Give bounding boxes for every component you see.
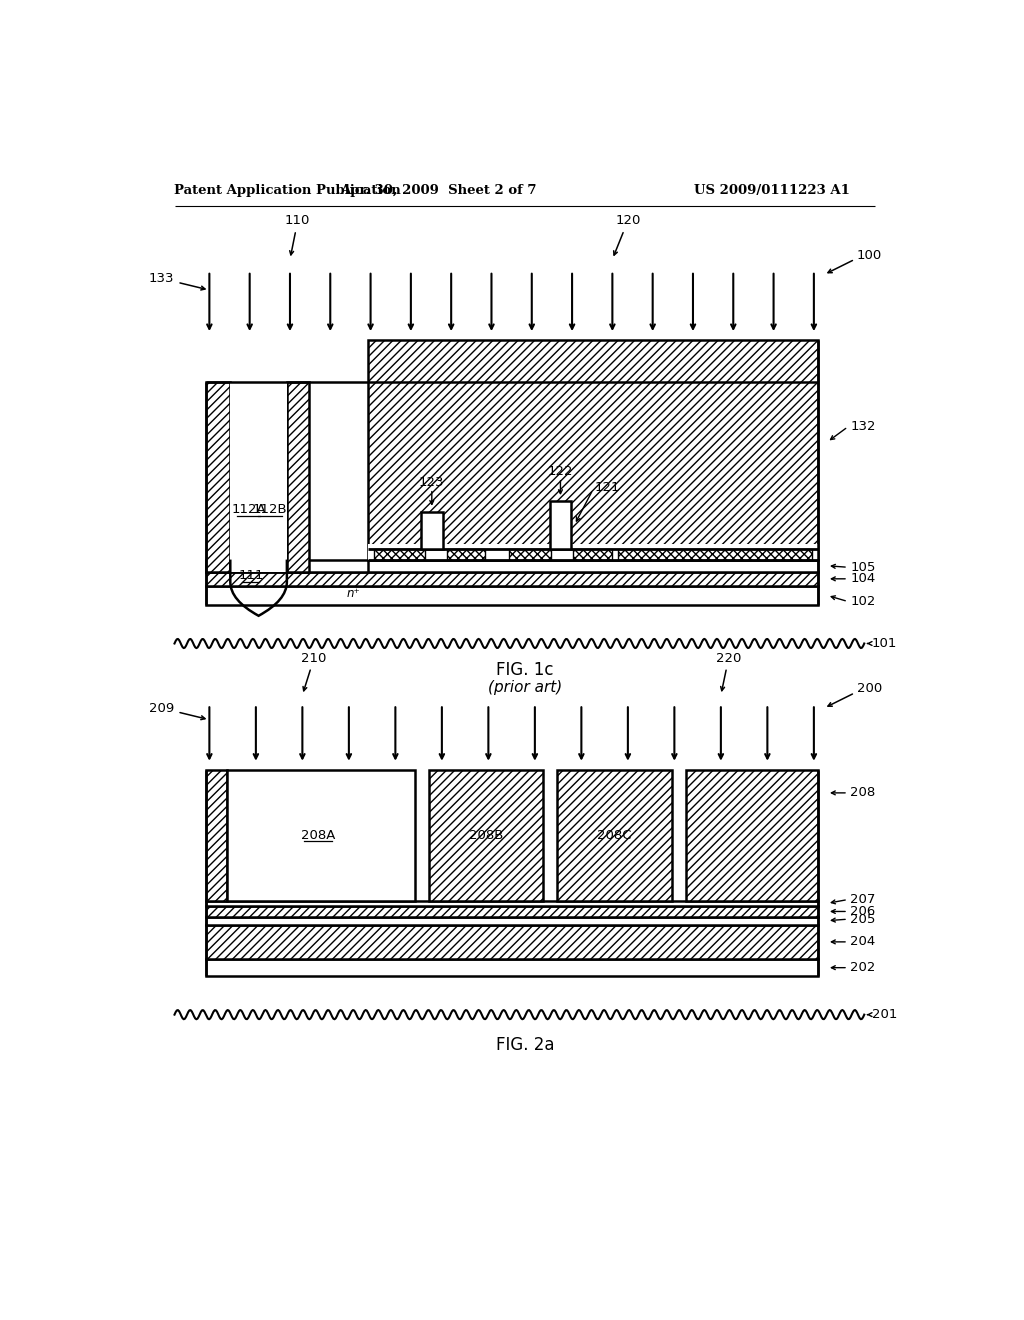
Bar [206, 770, 227, 900]
Text: 220: 220 [716, 652, 741, 690]
Bar [206, 924, 818, 960]
Text: 208C: 208C [597, 829, 632, 842]
Bar [421, 512, 442, 549]
Text: 100: 100 [856, 249, 882, 261]
Text: Apr. 30, 2009  Sheet 2 of 7: Apr. 30, 2009 Sheet 2 of 7 [340, 185, 537, 197]
Text: 123: 123 [419, 477, 444, 490]
Text: 207: 207 [850, 894, 876, 906]
Bar [206, 900, 818, 906]
Bar [206, 383, 230, 572]
Bar [206, 917, 818, 924]
Text: 209: 209 [150, 702, 205, 719]
Bar [686, 770, 818, 900]
Bar [369, 341, 818, 560]
Text: 101: 101 [872, 638, 897, 649]
Text: n⁺: n⁺ [347, 586, 360, 599]
Text: 200: 200 [856, 682, 882, 696]
Text: 122: 122 [548, 465, 573, 478]
Bar [206, 960, 818, 977]
Text: FIG. 2a: FIG. 2a [496, 1036, 554, 1055]
Bar [446, 549, 485, 560]
Text: 102: 102 [850, 595, 876, 609]
Bar [375, 549, 425, 560]
Text: Patent Application Publication: Patent Application Publication [174, 185, 401, 197]
Text: 208A: 208A [301, 829, 335, 842]
Bar [572, 549, 611, 560]
Text: 208B: 208B [469, 829, 503, 842]
Text: 111: 111 [239, 569, 263, 582]
Bar [429, 770, 544, 900]
Text: 112A: 112A [231, 503, 265, 516]
Text: US 2009/0111223 A1: US 2009/0111223 A1 [693, 185, 850, 197]
Text: 205: 205 [850, 912, 876, 925]
Text: 202: 202 [850, 961, 876, 974]
Bar [206, 572, 818, 586]
Bar [230, 383, 287, 572]
Bar [206, 560, 818, 572]
Text: (prior art): (prior art) [487, 680, 562, 694]
Text: 201: 201 [872, 1008, 897, 1022]
Text: 120: 120 [613, 214, 641, 255]
Bar [550, 502, 571, 549]
Text: 105: 105 [850, 561, 876, 574]
Text: 208: 208 [850, 787, 876, 800]
Bar [206, 586, 818, 605]
Text: 210: 210 [301, 652, 327, 690]
Text: 132: 132 [850, 420, 876, 433]
Text: 112B: 112B [253, 503, 287, 516]
Bar [287, 383, 308, 572]
Bar [617, 549, 812, 560]
Text: 110: 110 [285, 214, 310, 255]
Bar [369, 544, 818, 560]
Text: FIG. 1c: FIG. 1c [496, 661, 554, 680]
Text: 104: 104 [850, 573, 876, 585]
Bar [206, 906, 818, 917]
Bar [509, 549, 551, 560]
Bar [227, 770, 415, 900]
Text: 133: 133 [150, 272, 205, 290]
Text: 204: 204 [850, 936, 876, 948]
Bar [557, 770, 672, 900]
Text: 121: 121 [595, 480, 621, 494]
Text: 206: 206 [850, 906, 876, 917]
